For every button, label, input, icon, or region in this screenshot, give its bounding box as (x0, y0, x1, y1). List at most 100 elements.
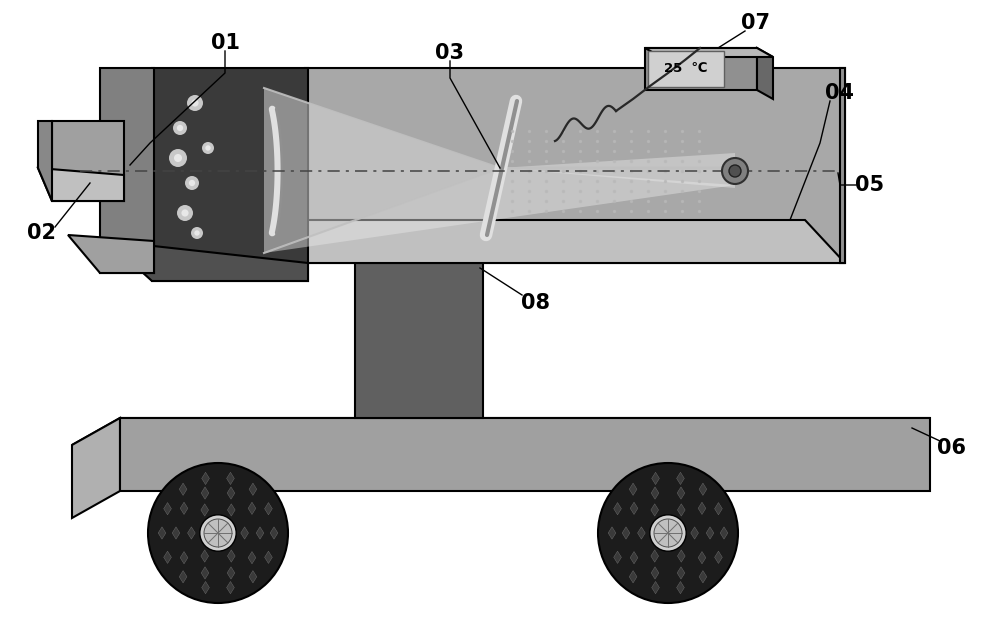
Circle shape (185, 176, 199, 190)
Text: 25  ℃: 25 ℃ (664, 63, 708, 75)
Bar (355, 258, 483, 418)
Polygon shape (108, 220, 308, 281)
Polygon shape (698, 502, 706, 515)
Circle shape (191, 99, 199, 106)
Polygon shape (638, 527, 645, 539)
Polygon shape (264, 88, 500, 253)
Polygon shape (227, 550, 235, 562)
Circle shape (173, 121, 187, 135)
Polygon shape (180, 551, 188, 564)
Text: 04: 04 (826, 83, 854, 103)
Polygon shape (201, 550, 209, 562)
Circle shape (177, 205, 193, 221)
Bar (100, 68, 154, 273)
Polygon shape (188, 527, 195, 539)
Circle shape (174, 154, 182, 162)
Polygon shape (840, 68, 845, 263)
Polygon shape (201, 567, 209, 579)
Polygon shape (265, 503, 272, 515)
Polygon shape (202, 472, 209, 485)
Text: 01: 01 (210, 33, 240, 53)
Polygon shape (677, 504, 685, 516)
Circle shape (205, 146, 211, 151)
Circle shape (187, 95, 203, 111)
Polygon shape (500, 153, 735, 188)
Polygon shape (629, 483, 637, 496)
Polygon shape (158, 527, 166, 539)
Polygon shape (227, 504, 235, 516)
Polygon shape (248, 551, 256, 564)
Circle shape (200, 515, 236, 551)
Polygon shape (677, 472, 684, 485)
Circle shape (650, 515, 686, 551)
Polygon shape (120, 418, 930, 491)
Bar (52, 121, 124, 201)
Polygon shape (715, 503, 722, 515)
Circle shape (177, 125, 183, 131)
Polygon shape (645, 48, 773, 57)
Circle shape (598, 463, 738, 603)
Polygon shape (238, 220, 845, 263)
Polygon shape (264, 168, 735, 253)
Circle shape (189, 180, 195, 186)
Bar (645, 48, 757, 90)
Polygon shape (651, 487, 659, 499)
Polygon shape (227, 567, 235, 579)
Polygon shape (630, 551, 638, 564)
Circle shape (191, 227, 203, 239)
Polygon shape (249, 483, 257, 496)
Polygon shape (651, 504, 659, 516)
Polygon shape (241, 527, 248, 539)
Polygon shape (164, 551, 171, 563)
Polygon shape (179, 483, 187, 496)
Polygon shape (72, 418, 930, 445)
Polygon shape (270, 527, 278, 539)
Polygon shape (757, 48, 773, 99)
Polygon shape (715, 551, 722, 563)
Polygon shape (38, 121, 52, 201)
Polygon shape (180, 502, 188, 515)
Text: 03: 03 (436, 43, 464, 63)
Circle shape (729, 165, 741, 177)
Polygon shape (652, 582, 659, 594)
Polygon shape (630, 502, 638, 515)
Circle shape (204, 519, 232, 547)
Circle shape (181, 210, 189, 216)
Circle shape (148, 463, 288, 603)
Polygon shape (677, 582, 684, 594)
Polygon shape (256, 527, 264, 539)
Polygon shape (201, 504, 209, 516)
Polygon shape (108, 241, 308, 281)
Polygon shape (72, 418, 120, 518)
Polygon shape (720, 527, 728, 539)
Polygon shape (652, 472, 659, 485)
Polygon shape (614, 503, 621, 515)
Polygon shape (677, 567, 685, 579)
Bar (648, 51, 724, 87)
Circle shape (169, 149, 187, 167)
Circle shape (202, 142, 214, 154)
Polygon shape (677, 487, 685, 499)
Polygon shape (249, 570, 257, 583)
Polygon shape (651, 567, 659, 579)
Polygon shape (227, 472, 234, 485)
Bar (152, 68, 308, 281)
Polygon shape (608, 527, 616, 539)
Polygon shape (698, 551, 706, 564)
Polygon shape (164, 503, 171, 515)
Polygon shape (699, 570, 707, 583)
Polygon shape (622, 527, 630, 539)
Polygon shape (651, 550, 659, 562)
Polygon shape (328, 235, 510, 258)
Circle shape (654, 519, 682, 547)
Polygon shape (201, 487, 209, 499)
Text: 02: 02 (28, 223, 56, 243)
Polygon shape (38, 168, 124, 201)
Polygon shape (179, 570, 187, 583)
Polygon shape (677, 550, 685, 562)
Polygon shape (691, 527, 698, 539)
Polygon shape (706, 527, 714, 539)
Polygon shape (227, 582, 234, 594)
Polygon shape (699, 483, 707, 496)
Polygon shape (227, 487, 235, 499)
